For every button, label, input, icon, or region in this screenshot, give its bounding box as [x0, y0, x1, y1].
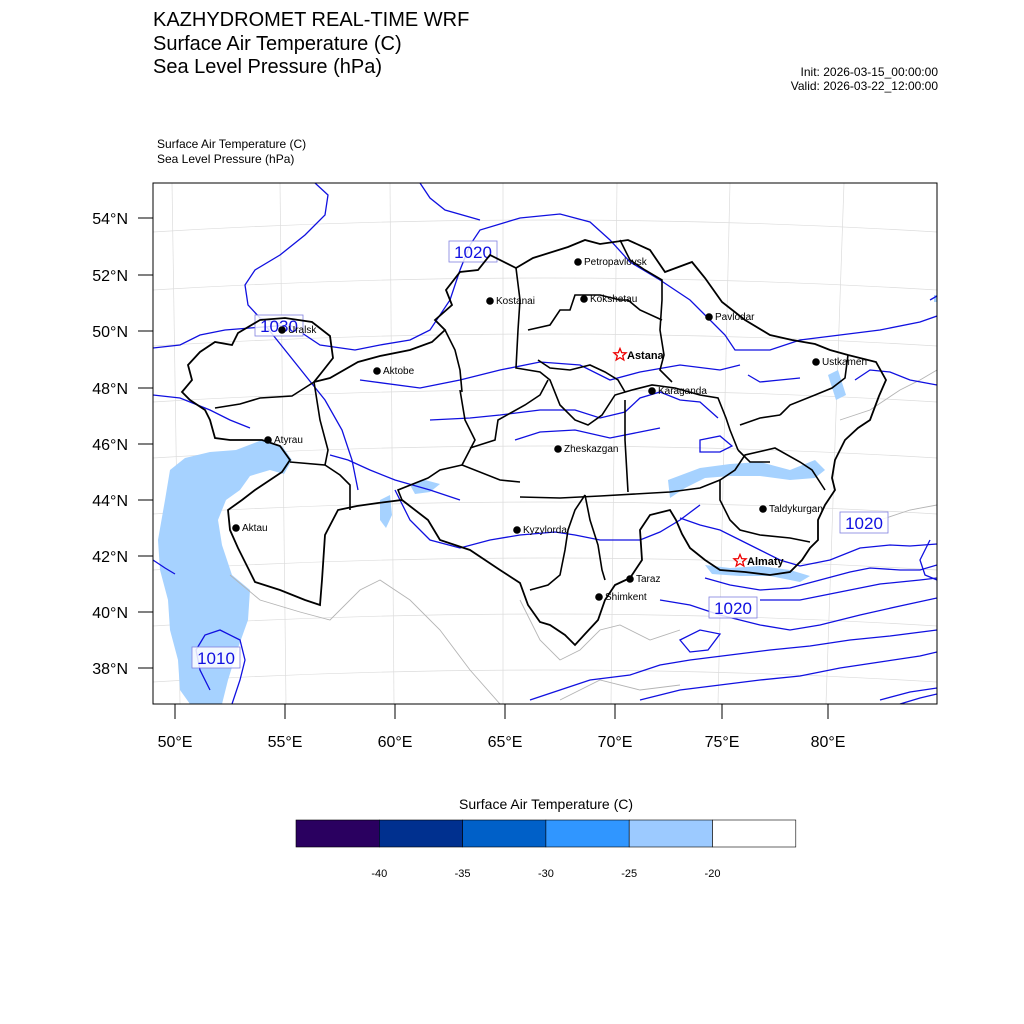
svg-text:1010: 1010 [197, 649, 235, 668]
colorbar: -40 -35 -30 -25 -20 [295, 819, 797, 880]
svg-text:80°E: 80°E [811, 734, 846, 751]
colorbar-tick: -40 [371, 868, 387, 880]
svg-text:54°N: 54°N [92, 211, 128, 228]
svg-text:44°N: 44°N [92, 493, 128, 510]
svg-text:Aktau: Aktau [242, 523, 268, 534]
svg-text:50°N: 50°N [92, 324, 128, 341]
svg-text:1030: 1030 [260, 317, 298, 336]
svg-text:Shimkent: Shimkent [605, 592, 647, 603]
city-marker-uralsk: Uralsk [278, 325, 317, 336]
svg-text:38°N: 38°N [92, 661, 128, 678]
svg-text:52°N: 52°N [92, 268, 128, 285]
neighbor-borders [229, 369, 937, 704]
plot-subtitle-temperature: Surface Air Temperature (C) [157, 137, 307, 151]
svg-text:1020: 1020 [454, 243, 492, 262]
colorbar-box [295, 819, 380, 848]
svg-text:1020: 1020 [845, 514, 883, 533]
city-marker-taldykurgan: Taldykurgan [759, 504, 823, 515]
city-marker-pavlodar: Pavlodar [705, 312, 755, 323]
temperature-fill [158, 295, 937, 704]
oblast-borders [214, 239, 849, 591]
svg-text:Kokshetau: Kokshetau [590, 294, 637, 305]
svg-text:Ustkamen: Ustkamen [822, 357, 867, 368]
init-time: Init: 2026-03-15_00:00:00 [800, 65, 938, 79]
colorbar-box [628, 819, 713, 848]
svg-text:Pavlodar: Pavlodar [715, 312, 755, 323]
isobars [153, 183, 937, 704]
country-border [180, 239, 888, 647]
svg-text:60°E: 60°E [378, 734, 413, 751]
colorbar-box [378, 819, 463, 848]
svg-text:46°N: 46°N [92, 437, 128, 454]
svg-text:40°N: 40°N [92, 605, 128, 622]
svg-text:Atyrau: Atyrau [274, 435, 303, 446]
main-title: KAZHYDROMET REAL-TIME WRF [153, 9, 470, 31]
city-marker-karaganda: Karaganda [648, 386, 707, 397]
svg-text:75°E: 75°E [705, 734, 740, 751]
city-marker-petropavlovsk: Petropavlovsk [574, 257, 648, 268]
svg-text:55°E: 55°E [268, 734, 303, 751]
city-marker-kokshetau: Kokshetau [580, 294, 637, 305]
svg-text:Kyzylorda: Kyzylorda [523, 525, 567, 536]
svg-text:Aktobe: Aktobe [383, 366, 415, 377]
colorbar-tick: -30 [538, 868, 554, 880]
svg-text:70°E: 70°E [598, 734, 633, 751]
svg-text:Kostanai: Kostanai [496, 296, 535, 307]
valid-time: Valid: 2026-03-22_12:00:00 [790, 79, 938, 93]
longitude-axis: 50°E 55°E 60°E 65°E 70°E 75°E 80°E [158, 704, 846, 751]
svg-text:1020: 1020 [714, 599, 752, 618]
svg-text:Petropavlovsk: Petropavlovsk [584, 257, 648, 268]
cities: Petropavlovsk Kostanai Kokshetau Pavloda… [232, 257, 867, 603]
isobar-label: 1020 [839, 511, 889, 534]
city-marker-taraz: Taraz [626, 574, 660, 585]
svg-text:65°E: 65°E [488, 734, 523, 751]
colorbar-tick: -35 [455, 868, 471, 880]
city-marker-astana: Astana [612, 346, 665, 362]
colorbar-title: Surface Air Temperature (C) [458, 796, 634, 812]
svg-text:Uralsk: Uralsk [288, 325, 317, 336]
latitude-axis: 54°N 52°N 50°N 48°N 46°N 44°N 42°N 40°N … [92, 211, 153, 678]
isobar-label: 1010 [191, 646, 241, 669]
city-marker-kyzylorda: Kyzylorda [513, 525, 567, 536]
city-marker-aktau: Aktau [232, 523, 268, 534]
city-marker-aktobe: Aktobe [373, 366, 415, 377]
isobar-label: 1020 [708, 596, 758, 619]
city-marker-almaty: Almaty [732, 552, 785, 568]
svg-text:Zheskazgan: Zheskazgan [564, 444, 618, 455]
colorbar-box [462, 819, 547, 848]
colorbar-box [712, 819, 797, 848]
isobar-labels: 1020 1030 1020 1020 1010 [191, 240, 889, 669]
svg-text:Almaty: Almaty [747, 556, 785, 568]
svg-text:Taraz: Taraz [636, 574, 660, 585]
svg-text:50°E: 50°E [158, 734, 193, 751]
variable-title-pressure: Sea Level Pressure (hPa) [153, 56, 383, 78]
svg-text:Taldykurgan: Taldykurgan [769, 504, 823, 515]
city-marker-atyrau: Atyrau [264, 435, 303, 446]
colorbar-tick: -25 [621, 868, 637, 880]
svg-text:Astana: Astana [627, 350, 665, 362]
city-marker-zheskazgan: Zheskazgan [554, 444, 618, 455]
variable-title-temperature: Surface Air Temperature (C) [153, 33, 402, 55]
colorbar-tick: -20 [705, 868, 721, 880]
city-marker-ustkamen: Ustkamen [812, 357, 867, 368]
city-marker-shimkent: Shimkent [595, 592, 647, 603]
city-marker-kostanai: Kostanai [486, 296, 535, 307]
map-area: 1020 1030 1020 1020 1010 [153, 183, 937, 704]
svg-text:Karaganda: Karaganda [658, 386, 707, 397]
isobar-label: 1020 [448, 240, 498, 263]
svg-text:42°N: 42°N [92, 549, 128, 566]
plot-subtitle-pressure: Sea Level Pressure (hPa) [157, 152, 295, 166]
svg-text:48°N: 48°N [92, 381, 128, 398]
colorbar-box [545, 819, 630, 848]
